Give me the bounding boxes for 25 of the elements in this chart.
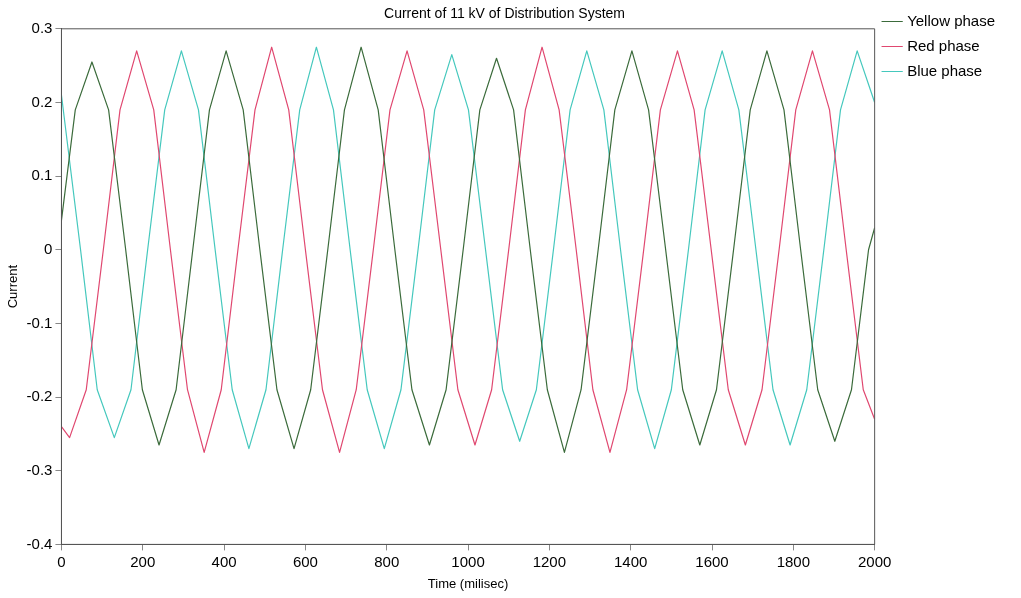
x-tick-label: 0: [57, 552, 66, 570]
x-tick-label: 1600: [695, 552, 729, 570]
x-tick-label: 1000: [451, 552, 485, 570]
y-axis-title: Current: [5, 264, 21, 309]
y-tick-label: 0.3: [31, 18, 53, 36]
chart-title: Current of 11 kV of Distribution System: [384, 5, 625, 22]
y-tick-label: -0.2: [26, 387, 53, 405]
legend-label: Red phase: [907, 36, 980, 54]
y-tick-label: 0.1: [31, 166, 53, 184]
legend-label: Blue phase: [907, 61, 983, 79]
x-tick-label: 1800: [776, 552, 811, 570]
y-tick-label: -0.1: [26, 313, 53, 331]
x-tick-label: 1200: [532, 552, 567, 570]
legend-label: Yellow phase: [907, 11, 996, 29]
y-tick-label: 0: [44, 239, 53, 257]
x-tick-label: 1400: [614, 552, 648, 570]
y-tick-label: -0.3: [26, 460, 53, 478]
x-tick-label: 200: [130, 552, 156, 570]
x-tick-label: 2000: [857, 552, 892, 570]
x-tick-label: 400: [211, 552, 237, 570]
x-tick-label: 600: [292, 552, 318, 570]
x-axis-title: Time (milisec): [427, 575, 509, 591]
y-tick-label: -0.4: [26, 534, 53, 552]
y-tick-label: 0.2: [31, 92, 53, 110]
x-tick-label: 800: [374, 552, 400, 570]
